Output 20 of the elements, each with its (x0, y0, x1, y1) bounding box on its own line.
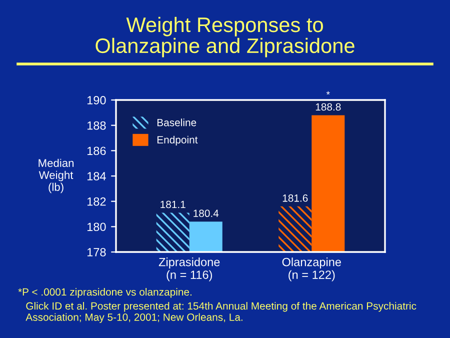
text: *P < .0001 ziprasidone vs olanzapine. (18, 288, 192, 298)
y-tick-label: 186 (87, 146, 106, 156)
y-axis-title: Median Weight (lb) (38, 158, 74, 194)
y-tick-label: 180 (87, 222, 106, 232)
text: Glick ID et al. Poster presented at: 154th Annual Meeting of the American Psychiatric Association; May 5-10, 2001; New Orleans, La. (26, 302, 416, 323)
x-tick-label: Ziprasidone (n = 116) (158, 258, 220, 282)
y-tick-label: 190 (87, 96, 106, 104)
y-tick-label: 188 (87, 121, 106, 130)
data-label: 181.6 (282, 194, 308, 202)
legend-label: Baseline (157, 118, 196, 126)
data-label: 188.8 (316, 103, 341, 111)
y-tick-label: 178 (87, 248, 106, 256)
data-label: 181.1 (160, 200, 186, 208)
y-tick-label: 184 (87, 172, 106, 180)
chart-title: Weight Responses to Olanzapine and Ziprasidone (96, 16, 354, 58)
y-tick-label: 182 (87, 197, 106, 206)
legend-label: Endpoint (157, 136, 198, 146)
annotation: * (326, 91, 330, 95)
x-tick-label: Olanzapine (n = 122) (282, 258, 341, 282)
data-label: 180.4 (194, 210, 219, 218)
